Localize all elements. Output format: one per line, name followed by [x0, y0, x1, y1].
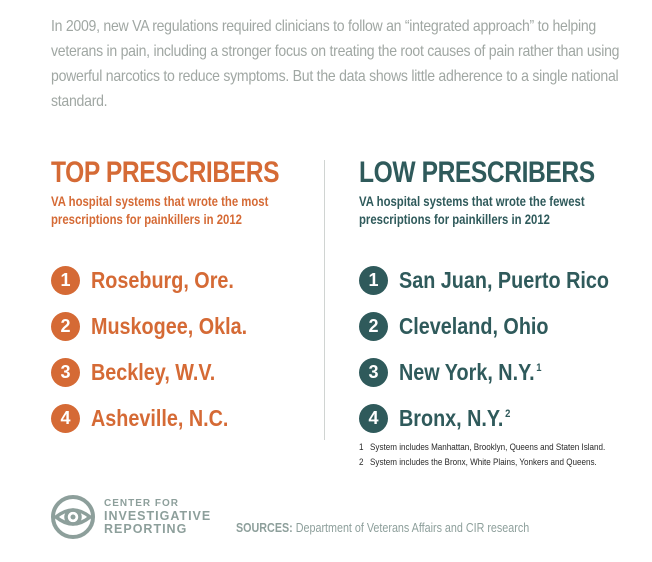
rank-badge: 3: [51, 357, 80, 387]
rank-badge: 4: [51, 403, 80, 433]
column-divider: [324, 160, 325, 440]
location-name: New York, N.Y. 1: [399, 358, 542, 385]
footnote: 1 System includes Manhattan, Brooklyn, Qu…: [359, 440, 648, 455]
footnote-text: System includes Manhattan, Brooklyn, Que…: [370, 442, 606, 453]
location-name: Roseburg, Ore.: [91, 266, 234, 293]
logo-line: CENTER FOR: [104, 498, 179, 509]
sources-text: Department of Veterans Affairs and CIR r…: [295, 521, 530, 535]
list-item: 1 San Juan, Puerto Rico: [359, 257, 643, 303]
list-item: 4 Asheville, N.C.: [51, 395, 273, 441]
low-prescribers-section: LOW PRESCRIBERS VA hospital systems that…: [359, 155, 639, 433]
top-prescribers-subtitle: VA hospital systems that wrote the most …: [51, 194, 269, 227]
location-name: San Juan, Puerto Rico: [399, 266, 609, 293]
low-prescribers-list: 1 San Juan, Puerto Rico 2 Cleveland, Ohi…: [359, 257, 643, 441]
rank-badge: 1: [359, 265, 388, 295]
low-prescribers-subtitle: VA hospital systems that wrote the fewes…: [359, 194, 585, 227]
location-name: Muskogee, Okla.: [91, 312, 248, 339]
location-name: Bronx, N.Y. 2: [399, 404, 511, 431]
list-item: 4 Bronx, N.Y. 2: [359, 395, 643, 441]
location-name: Beckley, W.V.: [91, 358, 216, 385]
location-name: Asheville, N.C.: [91, 404, 229, 431]
rank-badge: 4: [359, 403, 388, 433]
intro-paragraph: In 2009, new VA regulations required cli…: [51, 18, 620, 110]
cir-logo: CENTER FOR INVESTIGATIVE REPORTING: [51, 495, 211, 539]
rank-badge: 3: [359, 357, 388, 387]
sources-label: SOURCES:: [236, 521, 293, 535]
rank-badge: 2: [51, 311, 80, 341]
footnote-text: System includes the Bronx, White Plains,…: [370, 457, 597, 468]
low-prescribers-title: LOW PRESCRIBERS: [359, 156, 595, 189]
logo-text: CENTER FOR INVESTIGATIVE REPORTING: [104, 498, 211, 536]
list-item: 2 Cleveland, Ohio: [359, 303, 643, 349]
footnote: 2 System includes the Bronx, White Plains…: [359, 455, 648, 470]
rank-badge: 1: [51, 265, 80, 295]
logo-line: REPORTING: [104, 522, 188, 536]
footnote-number: 1: [359, 442, 364, 453]
logo-line: INVESTIGATIVE: [104, 509, 212, 523]
rank-badge: 2: [359, 311, 388, 341]
top-prescribers-list: 1 Roseburg, Ore. 2 Muskogee, Okla. 3 Bec…: [51, 257, 273, 441]
list-item: 3 New York, N.Y. 1: [359, 349, 643, 395]
footnotes: 1 System includes Manhattan, Brooklyn, Qu…: [359, 440, 648, 470]
list-item: 1 Roseburg, Ore.: [51, 257, 273, 303]
list-item: 3 Beckley, W.V.: [51, 349, 273, 395]
top-prescribers-title: TOP PRESCRIBERS: [51, 156, 280, 189]
top-prescribers-section: TOP PRESCRIBERS VA hospital systems that…: [51, 155, 311, 433]
location-name: Cleveland, Ohio: [399, 312, 549, 339]
list-item: 2 Muskogee, Okla.: [51, 303, 273, 349]
footnote-number: 2: [359, 457, 364, 468]
footnote-marker: 2: [505, 407, 511, 420]
footnote-marker: 1: [536, 361, 542, 374]
sources-credit: SOURCES: Department of Veterans Affairs …: [236, 521, 529, 535]
eye-icon: [51, 495, 95, 539]
